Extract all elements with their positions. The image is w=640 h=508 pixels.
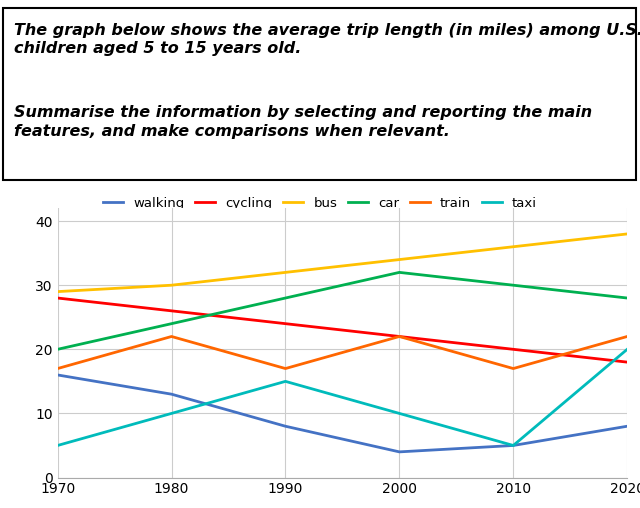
Text: The graph below shows the average trip length (in miles) among U.S.
children age: The graph below shows the average trip l…	[14, 22, 640, 56]
Text: Summarise the information by selecting and reporting the main
features, and make: Summarise the information by selecting a…	[14, 105, 592, 139]
Legend: walking, cycling, bus, car, train, taxi: walking, cycling, bus, car, train, taxi	[103, 197, 537, 210]
